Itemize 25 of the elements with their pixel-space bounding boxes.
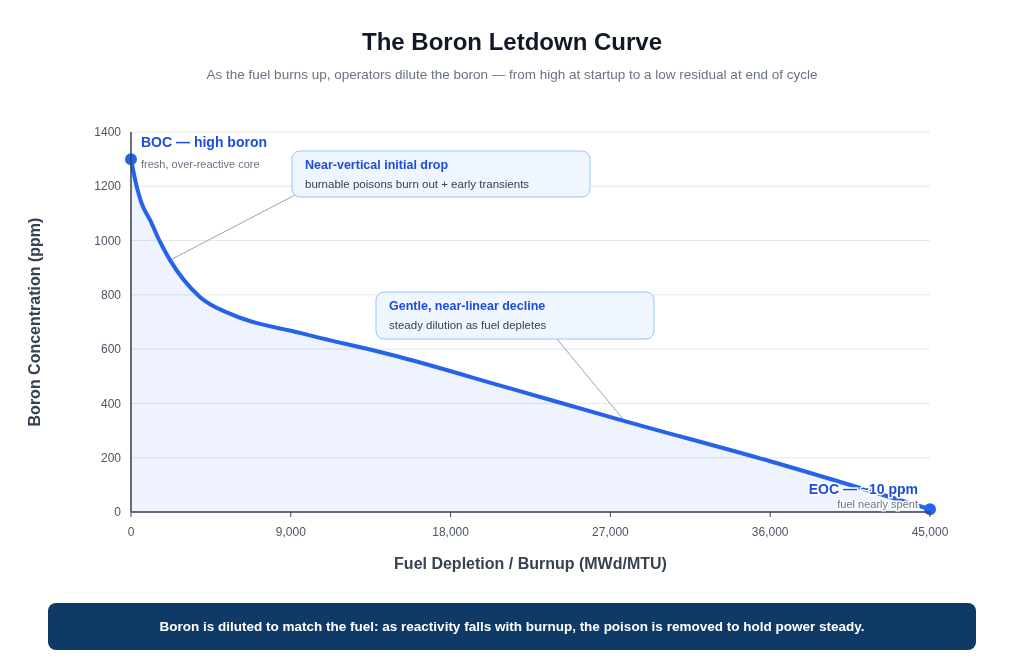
y-tick-label: 0	[114, 505, 122, 520]
y-tick-label: 600	[100, 342, 122, 357]
x-tick-label: 0	[127, 525, 135, 539]
y-tick-label: 200	[100, 450, 122, 465]
x-tick-label: 27,000	[592, 525, 630, 539]
annotation: Near-vertical initial drop	[305, 158, 449, 172]
y-tick-label: 1000	[94, 233, 122, 248]
annotation: BOC — high boron	[141, 134, 267, 150]
annotation: steady dilution as fuel depletes	[389, 319, 547, 331]
text: Boron is diluted to match the fuel: as reactivity falls with burnup, the poison is removed to hold power steady.	[159, 619, 865, 634]
x-tick-label: 18,000	[432, 525, 470, 539]
x-tick-label: 9,000	[275, 525, 307, 539]
x-axis-title: Fuel Depletion / Burnup (MWd/MTU)	[394, 555, 667, 572]
y-tick-label: 400	[100, 396, 122, 411]
y-axis-title: Boron Concentration (ppm)	[26, 217, 43, 427]
chart-subtitle: As the fuel burns up, operators dilute the boron — from high at startup to a low residual at end of cycle	[206, 67, 818, 82]
y-tick-label: 1400	[94, 125, 122, 140]
annotation: fresh, over-reactive core	[141, 158, 260, 170]
annotation: burnable poisons burn out + early transients	[305, 178, 530, 190]
annotation: Gentle, near-linear decline	[389, 299, 546, 313]
chart-title: The Boron Letdown Curve	[362, 28, 662, 55]
y-tick-label: 1200	[94, 179, 122, 194]
x-tick-label: 36,000	[751, 525, 789, 539]
x-tick-label: 45,000	[911, 525, 949, 539]
y-tick-label: 800	[100, 288, 122, 303]
